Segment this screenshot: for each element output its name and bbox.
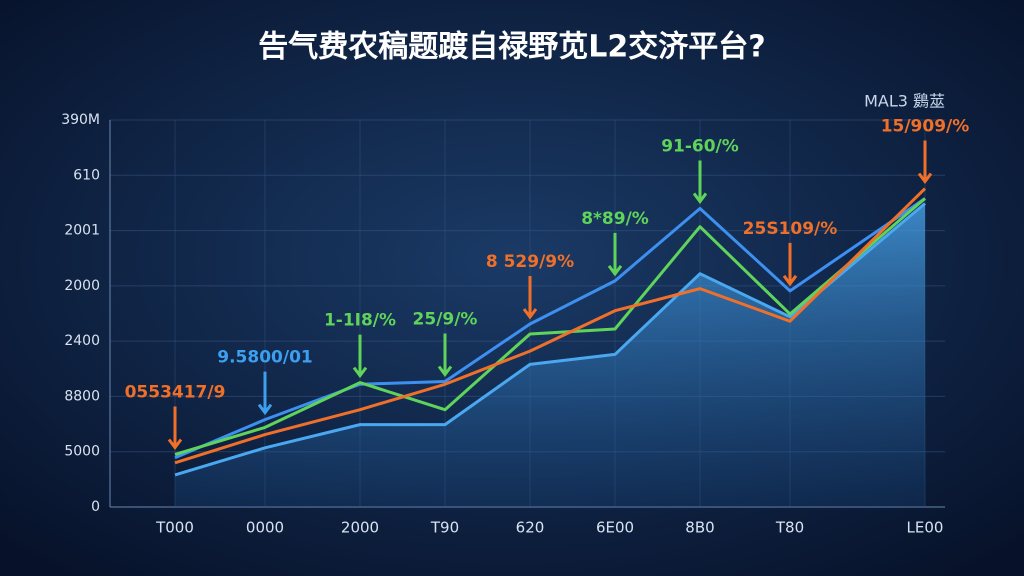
y-tick-label: 2000 (64, 278, 100, 294)
x-tick-label: 0000 (246, 519, 284, 537)
annotation-arrow (692, 160, 708, 204)
annotation: 25/9/% (413, 310, 478, 330)
y-tick-label: 5000 (64, 444, 100, 460)
line (174, 197, 926, 456)
chart-title: 告气费农稿题踱自禄野苋L2交济平台? (258, 30, 765, 65)
annotation-arrow (917, 140, 933, 185)
annotation-arrow (522, 276, 538, 320)
annotation-arrow (437, 333, 453, 378)
line (174, 197, 926, 460)
x-tick-label: 620 (516, 519, 545, 537)
y-tick-label: 2001 (64, 223, 100, 239)
annotation: 91-60/% (661, 136, 739, 156)
x-tick-label: 2000 (341, 519, 379, 537)
annotation-arrow (167, 406, 183, 450)
line (174, 202, 926, 477)
annotation: 1-1I8/% (324, 311, 396, 331)
annotation-arrow (257, 371, 273, 416)
x-tick-label: 6E00 (596, 519, 634, 537)
x-tick-label: T90 (430, 519, 459, 537)
x-tick-label: LE00 (907, 519, 944, 537)
plot: 0553417/9 9.5800/01 1-1I8/% 25/9/% 8 529/9% 8… (125, 117, 970, 507)
x-tick-label: T80 (775, 519, 804, 537)
y-tick-label: 610 (73, 167, 100, 183)
x-tick-label: 8B0 (685, 519, 714, 537)
line (174, 187, 927, 465)
y-tick-label: 0 (91, 499, 100, 515)
annotation: 0553417/9 (125, 382, 226, 402)
y-tick-label: 2400 (64, 333, 100, 349)
annotation-arrow (352, 334, 368, 379)
y-tick-label: 8800 (64, 388, 100, 404)
area (175, 203, 925, 507)
annotation: 8 529/9% (486, 252, 574, 272)
annotation: 25S109/% (743, 219, 838, 239)
annotation: 9.5800/01 (217, 348, 312, 368)
annotation: 8*89/% (581, 209, 649, 229)
annotation-arrow (782, 242, 798, 287)
annotation-arrow (607, 232, 623, 277)
x-tick-label: T000 (155, 519, 194, 537)
subtitle: MAL3 鶢莁 (864, 92, 945, 111)
y-tick-label: 390M (61, 112, 100, 128)
annotation: 15/909/% (881, 117, 970, 137)
